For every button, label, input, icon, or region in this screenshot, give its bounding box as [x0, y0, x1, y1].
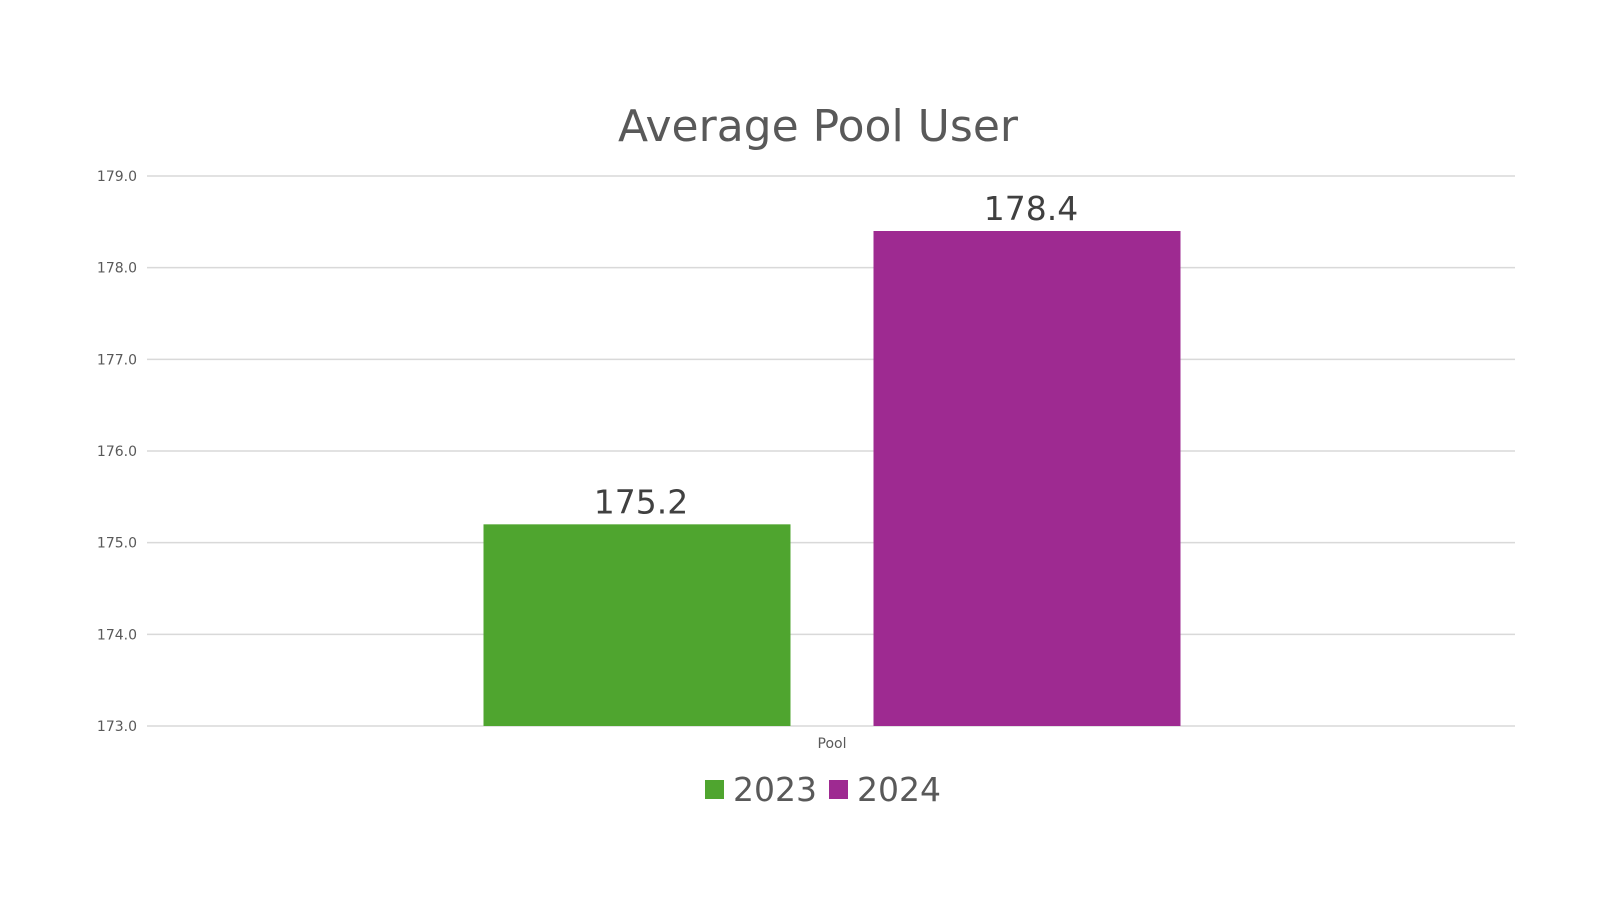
y-tick-label: 179.0: [97, 169, 137, 185]
data-labels: 175.2 178.4: [594, 189, 1078, 521]
legend: 2023 2024: [705, 770, 941, 809]
legend-label-2024: 2024: [857, 770, 941, 809]
chart-title: Average Pool User: [618, 101, 1019, 152]
bar-2023: [483, 524, 791, 726]
y-tick-label: 173.0: [97, 719, 137, 735]
y-axis-ticks: 173.0 174.0 175.0 176.0 177.0 178.0 179.0: [97, 169, 137, 735]
bar-2024: [873, 231, 1181, 726]
legend-swatch-2023: [705, 780, 724, 799]
data-label-2024: 178.4: [984, 189, 1078, 228]
x-axis-categories: Pool: [818, 736, 847, 752]
y-tick-label: 174.0: [97, 627, 137, 643]
gridlines: [147, 175, 1515, 727]
legend-label-2023: 2023: [733, 770, 817, 809]
y-tick-label: 175.0: [97, 536, 137, 552]
y-tick-label: 176.0: [97, 444, 137, 460]
legend-swatch-2024: [829, 780, 848, 799]
y-tick-label: 178.0: [97, 261, 137, 277]
x-category-label: Pool: [818, 736, 847, 752]
y-tick-label: 177.0: [97, 352, 137, 368]
bars: [483, 231, 1181, 726]
data-label-2023: 175.2: [594, 482, 688, 521]
